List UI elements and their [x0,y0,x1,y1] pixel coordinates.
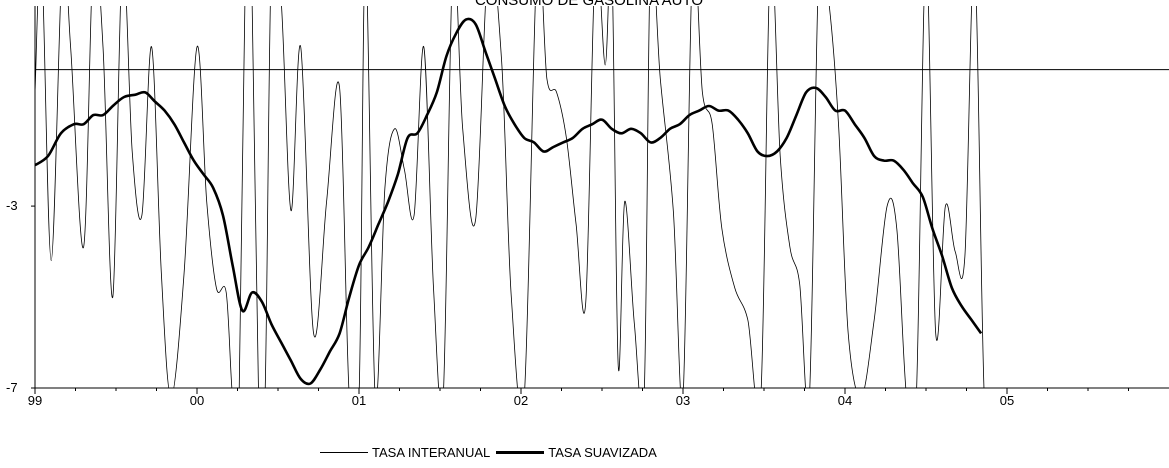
x-tick-label: 04 [838,393,852,408]
x-tick-label: 99 [28,393,42,408]
series-tasa-suavizada-line [35,17,983,386]
chart-title: CONSUMO DE GASOLINA AUTO [475,0,703,9]
series-layer [35,6,985,388]
legend-item-tasa-interanual: TASA INTERANUAL [320,445,490,460]
x-tick-label: 00 [190,393,204,408]
legend-swatch-thin [320,451,368,453]
y-axis: -3 -7 [6,198,35,395]
x-tick-label: 01 [352,393,366,408]
y-tick-label: -3 [6,198,18,213]
x-axis: 99 00 01 02 03 04 05 [28,388,1129,408]
legend-item-tasa-suavizada: TASA SUAVIZADA [496,445,657,460]
plot-frame [34,6,1169,389]
legend-swatch-thick [496,450,545,454]
series-tasa-interanual-line [35,6,985,388]
x-tick-label: 05 [1000,393,1014,408]
y-tick-label: -7 [6,380,18,395]
legend: TASA INTERANUAL TASA SUAVIZADA [320,443,663,461]
legend-label-tasa-interanual: TASA INTERANUAL [372,444,491,460]
x-tick-label: 03 [676,393,690,408]
x-tick-label: 02 [514,393,528,408]
legend-label-tasa-suavizada: TASA SUAVIZADA [548,444,657,460]
